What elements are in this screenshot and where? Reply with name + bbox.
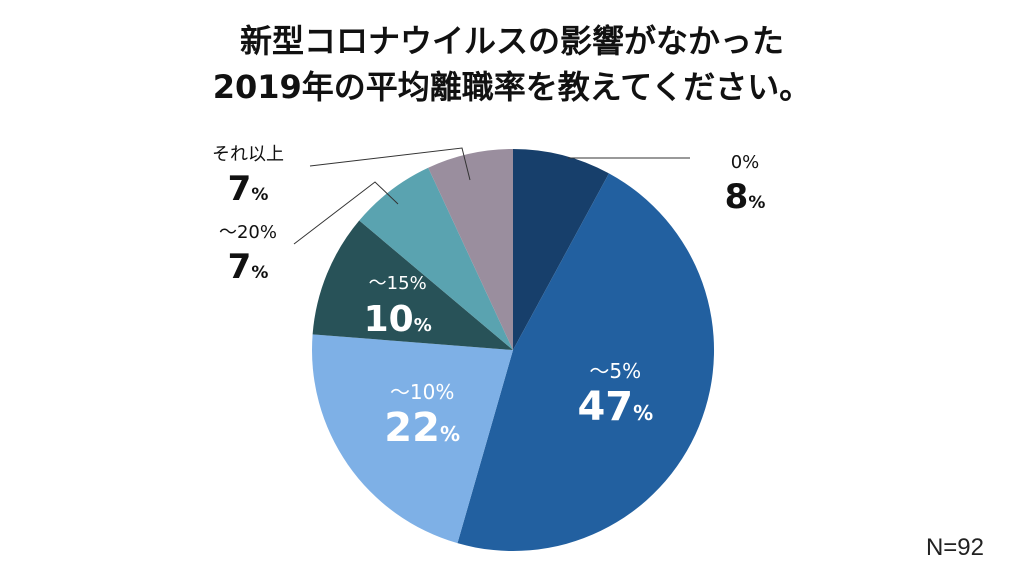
slice-category-label: 0% — [731, 152, 760, 173]
slice-3 — [312, 220, 513, 350]
slice-1 — [457, 173, 715, 552]
slice-5 — [428, 149, 513, 350]
leader-line-4 — [293, 181, 399, 245]
slice-value-label: 10% — [364, 299, 432, 340]
slice-category-label: それ以上 — [212, 144, 284, 165]
slice-4 — [359, 167, 513, 350]
slice-category-label: ～5% — [589, 359, 641, 383]
chart-title: 新型コロナウイルスの影響がなかった 2019年の平均離職率を教えてください。 — [0, 18, 1024, 110]
slice-category-label: ～15% — [369, 273, 427, 294]
slice-value-label: 7% — [228, 247, 269, 287]
title-line-2: 2019年の平均離職率を教えてください。 — [212, 68, 812, 106]
slice-value-label: 8% — [725, 177, 766, 217]
slice-value-label: 47% — [577, 384, 653, 430]
sample-size-note: N=92 — [925, 534, 984, 561]
slice-category-label: ～10% — [390, 380, 454, 404]
slice-value-label: 7% — [228, 169, 269, 209]
slice-value-label: 22% — [384, 405, 460, 451]
title-line-1: 新型コロナウイルスの影響がなかった — [239, 22, 784, 60]
leader-line-5 — [309, 147, 471, 181]
slice-0 — [513, 149, 609, 350]
slice-2 — [312, 334, 513, 544]
slice-category-label: ～20% — [219, 222, 277, 243]
